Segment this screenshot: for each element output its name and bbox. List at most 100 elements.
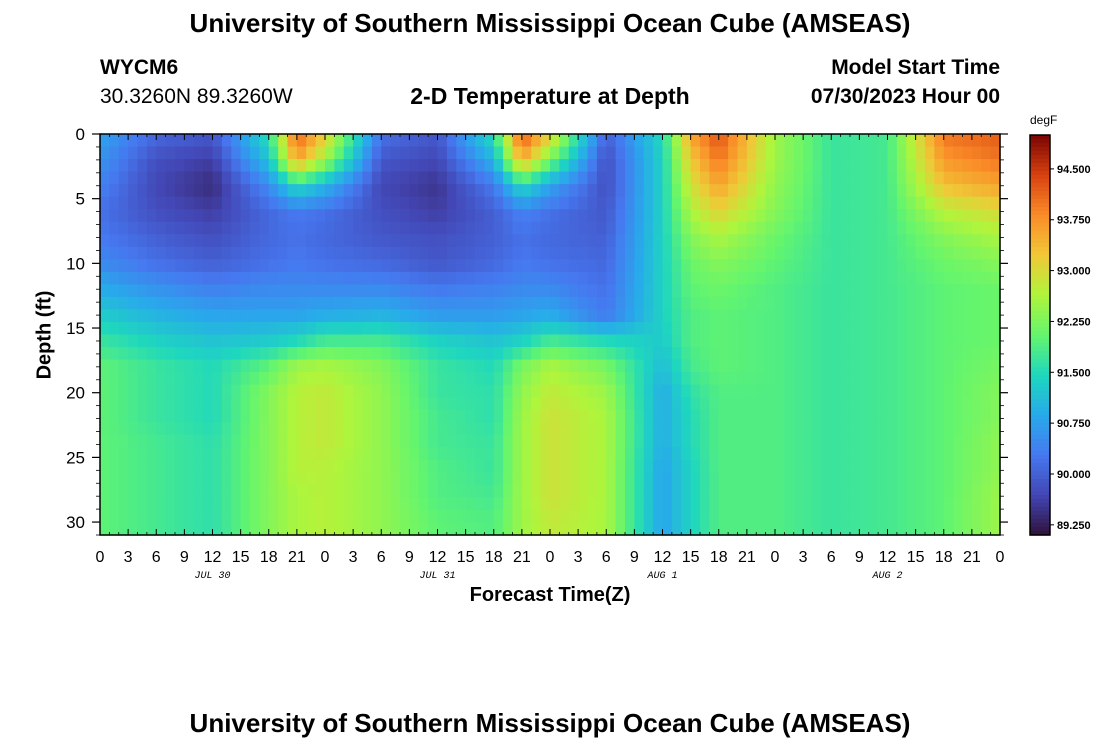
heatmap-cell [531,146,542,160]
heatmap-cell [484,509,495,524]
heatmap-cell [550,246,560,260]
colorbar-segment [1030,163,1050,168]
heatmap-cell [681,234,692,248]
heatmap-cell [203,459,214,473]
heatmap-cell [334,372,345,386]
heatmap-cell [587,209,598,223]
heatmap-cell [625,359,635,373]
heatmap-cell [793,134,804,148]
heatmap-cell [606,146,617,160]
heatmap-cell [812,422,823,436]
heatmap-cell [700,146,710,160]
heatmap-cell [193,196,204,210]
heatmap-cell [718,271,729,285]
heatmap-cell [325,497,335,511]
heatmap-cell [606,497,617,511]
colorbar-segment [1030,487,1050,492]
heatmap-cell [381,284,392,298]
heatmap-cell [390,259,401,273]
heatmap-cell [128,509,139,524]
heatmap-cell [690,397,701,411]
heatmap-cell [934,246,945,260]
heatmap-cell [915,409,926,423]
heatmap-cell [662,159,673,173]
heatmap-cell [840,434,851,448]
heatmap-cell [221,497,232,511]
heatmap-cell [109,372,120,386]
heatmap-cell [643,221,654,235]
heatmap-cell [109,159,120,173]
heatmap-cell [615,334,626,348]
heatmap-cell [315,422,326,436]
heatmap-cell [540,472,551,486]
heatmap-cell [362,171,373,185]
heatmap-cell [934,522,945,536]
heatmap-cell [212,259,223,273]
heatmap-cell [971,221,982,235]
heatmap-cell [503,422,514,436]
heatmap-cell [531,384,542,398]
heatmap-cell [859,522,870,536]
heatmap-cell [428,159,439,173]
heatmap-cell [934,296,945,311]
colorbar-segment [1030,303,1050,308]
heatmap-cell [212,522,223,536]
heatmap-cell [371,309,382,323]
heatmap-cell [578,296,589,311]
heatmap-cell [990,347,1001,361]
heatmap-cell [540,347,551,361]
heatmap-cell [625,422,635,436]
heatmap-cell [128,296,139,311]
heatmap-cell [906,409,917,423]
heatmap-cell [784,284,795,298]
heatmap-cell [709,384,720,398]
heatmap-cell [362,522,373,536]
heatmap-cell [175,171,185,185]
heatmap-cell [709,347,720,361]
heatmap-cell [971,484,982,499]
heatmap-cell [512,271,523,285]
colorbar-segment [1030,423,1050,428]
heatmap-cell [212,484,223,499]
heatmap-cell [681,459,692,473]
heatmap-cell [175,484,185,499]
heatmap-cell [812,472,823,486]
heatmap-cell [953,321,964,336]
heatmap-cell [409,472,420,486]
heatmap-cell [850,171,860,185]
heatmap-cell [296,296,307,311]
heatmap-cell [812,259,823,273]
colorbar-segment [1030,243,1050,248]
heatmap-cell [240,384,251,398]
heatmap-cell [925,259,935,273]
colorbar-frame [1029,134,1051,536]
heatmap-cell [418,409,429,423]
heatmap-cell [156,196,167,210]
heatmap-cell [615,397,626,411]
heatmap-cell [231,509,242,524]
heatmap-cell [643,184,654,198]
heatmap-cell [718,447,729,461]
heatmap-cell [446,497,457,511]
heatmap-cell [596,459,607,473]
heatmap-cell [231,484,242,499]
heatmap-cell [465,347,476,361]
heatmap-cell [896,259,907,273]
x-tick-label: 9 [405,549,414,566]
heatmap-cell [268,409,279,423]
heatmap-cell [475,184,485,198]
colorbar-segment [1030,363,1050,368]
heatmap-cell [737,134,748,148]
heatmap-cell [521,397,532,411]
heatmap-cell [428,459,439,473]
heatmap-cell [812,184,823,198]
heatmap-cell [456,384,467,398]
heatmap-cell [437,459,448,473]
heatmap-cell [775,159,785,173]
heatmap-cell [850,209,860,223]
heatmap-cell [653,372,664,386]
heatmap-cell [334,484,345,499]
heatmap-cell [521,184,532,198]
heatmap-cell [165,509,176,524]
heatmap-cell [728,447,739,461]
